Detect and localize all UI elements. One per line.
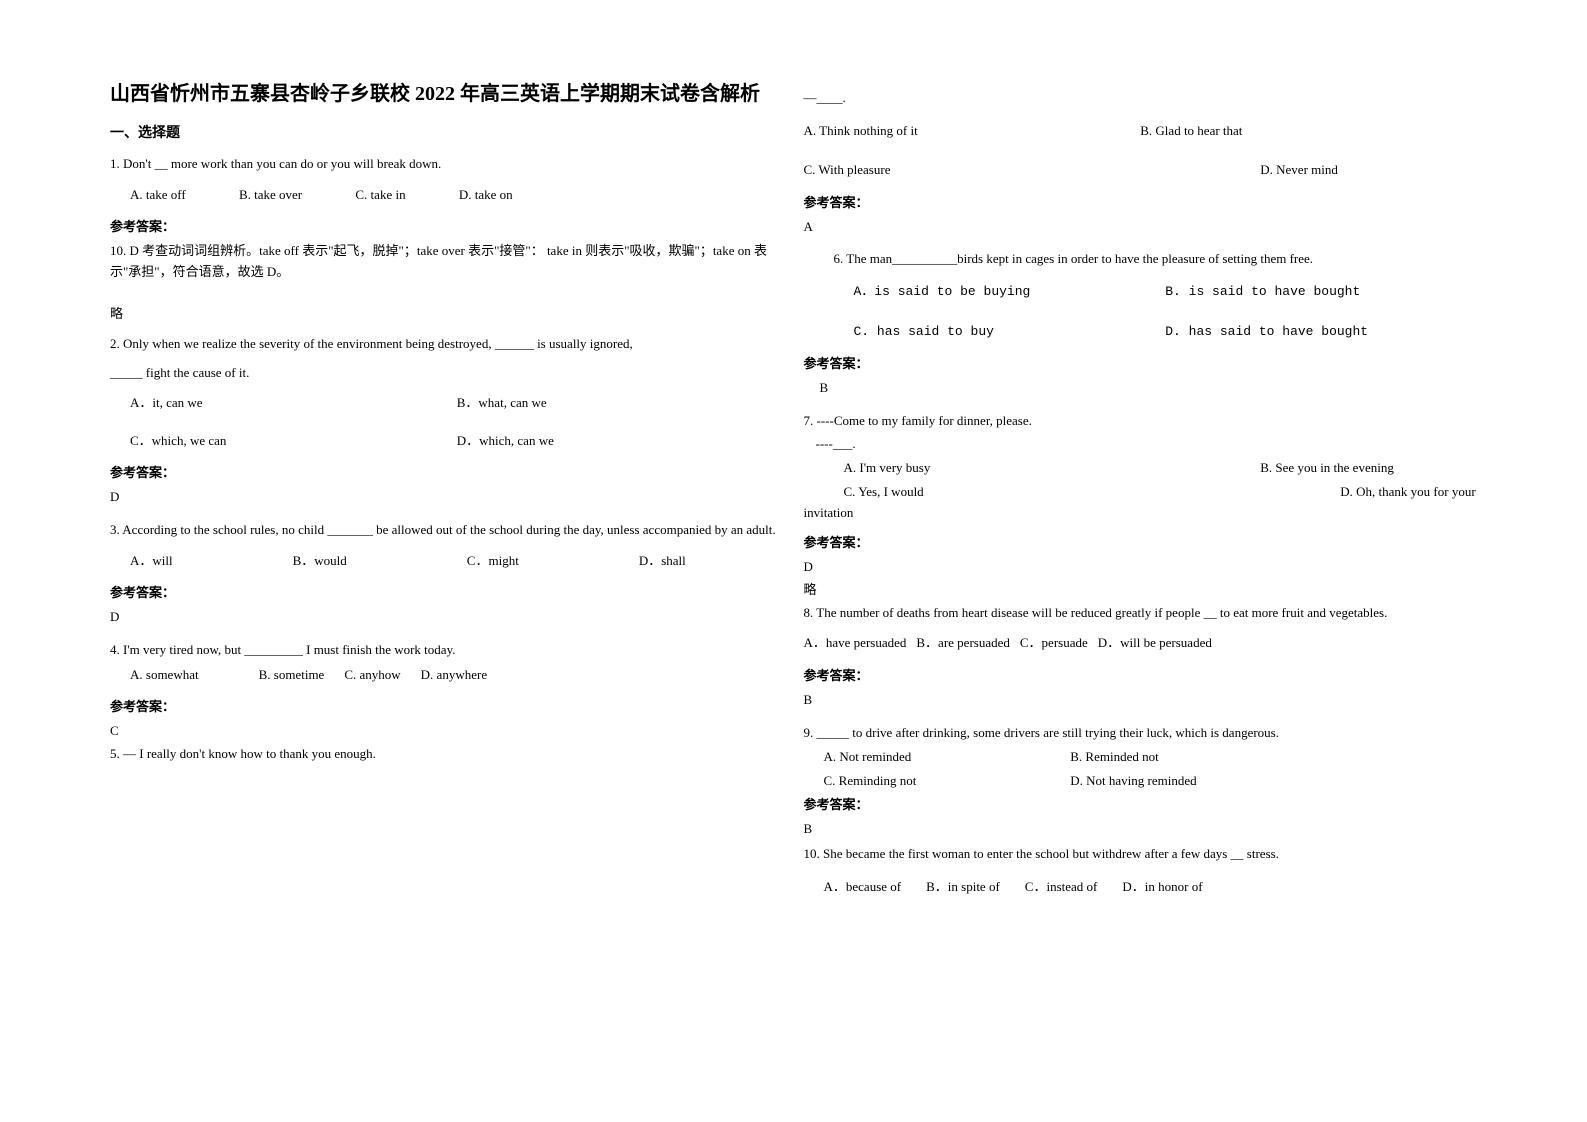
q7-text: 7. ----Come to my family for dinner, ple… (804, 411, 1478, 432)
q8-options: A．have persuaded B．are persuaded C．persu… (804, 631, 1478, 654)
q6-opt-b: B. is said to have bought (1165, 280, 1477, 303)
q6-opt-d: D. has said to have bought (1165, 320, 1477, 343)
q3-opt-a: A．will (130, 549, 173, 572)
q1-opt-b: B. take over (239, 187, 302, 202)
q3-opt-c: C．might (467, 549, 519, 572)
q5-opt-b: B. Glad to hear that (1140, 119, 1477, 142)
q3-answer-label: 参考答案： (110, 582, 784, 601)
q2-answer-label: 参考答案： (110, 462, 784, 481)
q6-opt-a: A．is said to be buying (854, 280, 1166, 303)
q10-options: A．because of B．in spite of C．instead of … (824, 875, 1478, 898)
q8-answer-label: 参考答案： (804, 665, 1478, 684)
q9-answer: B (804, 819, 1478, 840)
q6-answer: B (820, 378, 1478, 399)
q6-text: 6. The man__________birds kept in cages … (834, 249, 1478, 270)
q5-text: 5. — I really don't know how to thank yo… (110, 744, 784, 765)
q2-answer: D (110, 487, 784, 508)
q3-opt-b: B．would (293, 549, 347, 572)
q4-opt-d: D. anywhere (421, 663, 487, 686)
q4-opt-b: B. sometime (259, 663, 325, 686)
q8-opt-b: B．are persuaded (916, 631, 1010, 654)
q7-skip: 略 (804, 580, 1478, 601)
q7-opt-b: B. See you in the evening (1160, 456, 1477, 479)
q5-answer-label: 参考答案： (804, 192, 1478, 211)
q4-text: 4. I'm very tired now, but _________ I m… (110, 640, 784, 661)
q5-opt-d: D. Never mind (1140, 158, 1477, 181)
q10-opt-d: D．in honor of (1122, 875, 1202, 898)
q7-answer-label: 参考答案： (804, 532, 1478, 551)
q9-answer-label: 参考答案： (804, 794, 1478, 813)
q2-options: A．it, can we B．what, can we C．which, we … (130, 391, 784, 452)
q2-text1: 2. Only when we realize the severity of … (110, 334, 784, 355)
q1-answer-label: 参考答案： (110, 216, 784, 235)
q8-text: 8. The number of deaths from heart disea… (804, 603, 1478, 624)
q6-options: A．is said to be buying B. is said to hav… (854, 280, 1478, 343)
q7-answer: D (804, 557, 1478, 578)
left-column: 山西省忻州市五寨县杏岭子乡联校 2022 年高三英语上学期期末试卷含解析 一、选… (100, 80, 794, 1082)
q4-opt-a: A. somewhat (130, 663, 199, 686)
q8-opt-c: C．persuade (1020, 631, 1088, 654)
q7-opt-c: C. Yes, I would (844, 480, 1161, 503)
q9-text: 9. _____ to drive after drinking, some d… (804, 723, 1478, 744)
q8-answer: B (804, 690, 1478, 711)
q10-opt-c: C．instead of (1025, 875, 1098, 898)
q1-opt-a: A. take off (130, 187, 186, 202)
q5-opt-a: A. Think nothing of it (804, 119, 1141, 142)
q5-options: A. Think nothing of it B. Glad to hear t… (804, 119, 1478, 182)
q2-opt-b: B．what, can we (457, 391, 784, 414)
q1-text: 1. Don't __ more work than you can do or… (110, 154, 784, 175)
q1-opt-c: C. take in (355, 187, 405, 202)
q7-d-extra: invitation (804, 503, 1478, 524)
q7-text2: ----___. (816, 434, 1478, 455)
q3-opt-d: D．shall (639, 549, 686, 572)
q10-text: 10. She became the first woman to enter … (804, 844, 1478, 865)
q5-answer: A (804, 217, 1478, 238)
q9-opt-d: D. Not having reminded (1070, 769, 1397, 792)
q6-answer-label: 参考答案： (804, 353, 1478, 372)
q7-options: A. I'm very busy B. See you in the eveni… (844, 456, 1478, 503)
q5-text2: —____. (804, 88, 1478, 109)
q4-options: A. somewhat B. sometime C. anyhow D. any… (130, 663, 784, 686)
q1-opt-d: D. take on (459, 187, 513, 202)
q3-text: 3. According to the school rules, no chi… (110, 520, 784, 541)
q2-opt-a: A．it, can we (130, 391, 457, 414)
q2-text2: _____ fight the cause of it. (110, 363, 784, 384)
q4-answer-label: 参考答案： (110, 696, 784, 715)
q7-opt-a: A. I'm very busy (844, 456, 1161, 479)
q6-opt-c: C. has said to buy (854, 320, 1166, 343)
q10-opt-b: B．in spite of (926, 875, 1000, 898)
q3-options: A．will B．would C．might D．shall (130, 549, 784, 572)
q3-answer: D (110, 607, 784, 628)
right-column: —____. A. Think nothing of it B. Glad to… (794, 80, 1488, 1082)
q9-opt-b: B. Reminded not (1070, 745, 1397, 768)
skip-text: 略 (110, 303, 784, 322)
q2-opt-c: C．which, we can (130, 429, 457, 452)
q8-opt-a: A．have persuaded (804, 631, 907, 654)
q4-answer: C (110, 721, 784, 742)
q1-answer: 10. D 考查动词词组辨析。take off 表示"起飞，脱掉"；take o… (110, 241, 784, 283)
q2-opt-d: D．which, can we (457, 429, 784, 452)
q5-opt-c: C. With pleasure (804, 158, 1141, 181)
q7-opt-d: D. Oh, thank you for your (1160, 480, 1477, 503)
q8-opt-d: D．will be persuaded (1098, 631, 1212, 654)
q1-options: A. take off B. take over C. take in D. t… (130, 183, 784, 206)
page-title: 山西省忻州市五寨县杏岭子乡联校 2022 年高三英语上学期期末试卷含解析 (110, 80, 784, 108)
q10-opt-a: A．because of (824, 875, 902, 898)
q9-options: A. Not reminded B. Reminded not C. Remin… (824, 745, 1478, 792)
section-header: 一、选择题 (110, 122, 784, 142)
q4-opt-c: C. anyhow (344, 663, 400, 686)
